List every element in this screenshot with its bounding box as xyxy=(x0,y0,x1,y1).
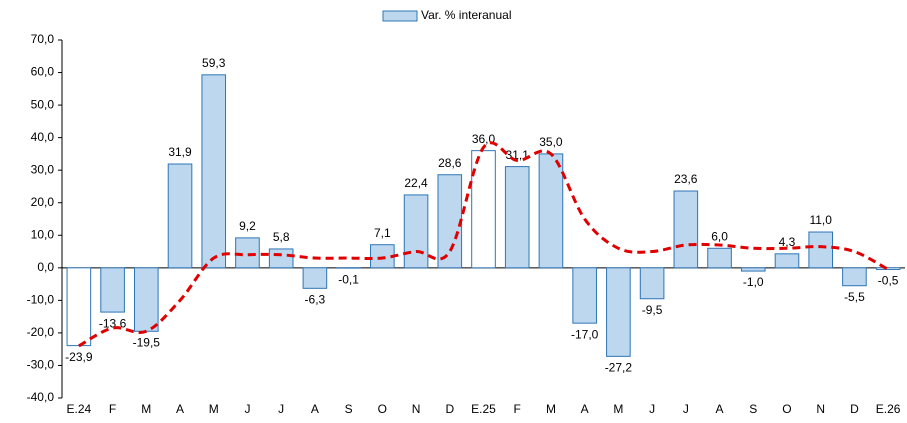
x-tick-label: F xyxy=(109,402,116,416)
value-label: -23,9 xyxy=(65,350,93,364)
y-tick-label: 10,0 xyxy=(31,227,55,241)
trend-line xyxy=(78,141,889,348)
x-tick-label: M xyxy=(546,402,556,416)
value-label: -1,0 xyxy=(743,275,764,289)
value-label: -6,3 xyxy=(305,292,326,306)
value-label: 6,0 xyxy=(711,229,728,243)
y-tick-label: 70,0 xyxy=(31,32,55,46)
bar xyxy=(100,267,125,313)
bar xyxy=(504,166,530,269)
y-tick-label: 30,0 xyxy=(31,162,55,176)
bar xyxy=(740,267,766,272)
y-tick-label: 20,0 xyxy=(31,195,55,209)
bar xyxy=(167,163,193,269)
value-label: 5,8 xyxy=(273,230,290,244)
x-tick-label: J xyxy=(278,402,284,416)
bar xyxy=(201,74,227,269)
x-tick-label: N xyxy=(412,402,421,416)
bar xyxy=(133,267,159,332)
x-tick-label: J xyxy=(244,402,250,416)
bar xyxy=(538,153,564,269)
y-tick-label: 50,0 xyxy=(31,97,55,111)
bar xyxy=(66,267,92,347)
bar xyxy=(606,267,631,357)
bar xyxy=(774,253,800,269)
x-tick-label: S xyxy=(345,402,353,416)
value-label: 31,9 xyxy=(168,145,192,159)
value-label: -0,1 xyxy=(338,272,359,286)
value-label: 4,3 xyxy=(779,235,796,249)
value-label: 23,6 xyxy=(674,172,698,186)
bar xyxy=(302,267,328,289)
x-tick-label: N xyxy=(816,402,825,416)
bar xyxy=(437,174,463,269)
x-tick-label: E.25 xyxy=(471,402,496,416)
value-label: 36,0 xyxy=(472,132,496,146)
y-tick-label: -20,0 xyxy=(27,325,55,339)
value-label: 22,4 xyxy=(404,176,428,190)
x-tick-label: O xyxy=(782,402,791,416)
legend-swatch xyxy=(382,10,418,22)
y-tick-label: 60,0 xyxy=(31,65,55,79)
x-tick-label: D xyxy=(445,402,454,416)
x-tick-label: A xyxy=(176,402,184,416)
bar xyxy=(268,248,294,269)
x-tick-label: A xyxy=(311,402,319,416)
value-label: -17,0 xyxy=(571,327,599,341)
value-label: -19,5 xyxy=(133,335,161,349)
x-tick-label: M xyxy=(613,402,623,416)
value-label: -27,2 xyxy=(605,361,633,375)
y-tick-label: -10,0 xyxy=(27,293,55,307)
value-label: -5,5 xyxy=(844,290,865,304)
value-label: 28,6 xyxy=(438,156,462,170)
bar xyxy=(235,237,260,269)
value-label: -9,5 xyxy=(642,303,663,317)
x-tick-label: E.26 xyxy=(876,402,901,416)
x-tick-label: A xyxy=(581,402,589,416)
value-label: -13,6 xyxy=(99,316,127,330)
x-tick-label: S xyxy=(749,402,757,416)
x-tick-label: F xyxy=(514,402,521,416)
bar xyxy=(842,267,867,287)
value-label: 35,0 xyxy=(539,135,563,149)
bar xyxy=(572,267,597,324)
bar xyxy=(471,150,496,269)
y-tick-label: 0,0 xyxy=(37,260,54,274)
y-tick-label: 40,0 xyxy=(31,130,55,144)
value-label: 9,2 xyxy=(239,219,256,233)
x-tick-label: D xyxy=(850,402,859,416)
x-tick-label: J xyxy=(683,402,689,416)
value-label: -0,5 xyxy=(878,274,899,288)
x-tick-label: J xyxy=(649,402,655,416)
legend-label: Var. % interanual xyxy=(421,8,512,22)
x-tick-label: M xyxy=(141,402,151,416)
y-tick-label: -30,0 xyxy=(27,358,55,372)
bar xyxy=(875,267,901,270)
x-tick-label: O xyxy=(378,402,387,416)
x-tick-label: M xyxy=(209,402,219,416)
bar xyxy=(808,231,834,269)
bar xyxy=(639,267,665,300)
bar xyxy=(403,194,429,269)
bar xyxy=(673,190,699,269)
value-label: 7,1 xyxy=(374,226,391,240)
y-tick-label: -40,0 xyxy=(27,390,55,404)
bar xyxy=(707,247,732,269)
value-label: 59,3 xyxy=(202,56,226,70)
value-label: 11,0 xyxy=(809,213,832,227)
x-tick-label: A xyxy=(716,402,724,416)
x-tick-label: E.24 xyxy=(67,402,92,416)
